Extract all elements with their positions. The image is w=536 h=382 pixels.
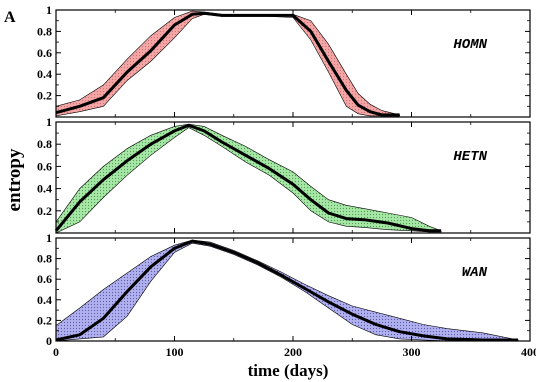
y-tick-label: 0.8 xyxy=(37,252,52,266)
y-tick-label: 0 xyxy=(46,334,52,348)
band-wan xyxy=(55,239,519,342)
y-tick-label: 0.2 xyxy=(37,313,52,327)
panel-homn: 0.2 0.4 0.6 0.8 1 HOMN xyxy=(37,3,531,118)
y-tick-label: 1 xyxy=(46,115,52,129)
series-label-wan: WAN xyxy=(462,265,488,281)
y-tick-label: 0.4 xyxy=(37,182,52,196)
y-tick-label: 0.2 xyxy=(37,204,52,218)
y-tick-label: 0.8 xyxy=(37,137,52,151)
y-tick-label: 0.4 xyxy=(37,67,52,81)
mean-line-hetn xyxy=(54,123,442,233)
x-tick-label: 400 xyxy=(521,345,536,359)
y-tick-label: 0.6 xyxy=(37,272,52,286)
y-tick-label: 0.6 xyxy=(37,46,52,60)
x-axis-label: time (days) xyxy=(248,361,329,380)
series-label-homn: HOMN xyxy=(453,37,487,53)
panel-wan: 0 0.2 0.4 0.6 0.8 1 0 100 200 300 400 WAN xyxy=(37,231,536,359)
band-hetn xyxy=(55,123,442,234)
mean-line-homn xyxy=(55,11,400,117)
y-tick-label: 0.2 xyxy=(37,89,52,103)
y-tick-label: 0.8 xyxy=(37,24,52,38)
x-tick-label: 200 xyxy=(284,345,302,359)
x-tick-label: 100 xyxy=(166,345,184,359)
y-tick-label: 0.6 xyxy=(37,159,52,173)
series-label-hetn: HETN xyxy=(453,149,487,165)
x-tick-label: 300 xyxy=(403,345,421,359)
panels: 0.20.40.60.81HOMN0.20.40.60.81HETN00.20.… xyxy=(37,3,536,359)
y-axis-label: entropy xyxy=(4,148,25,211)
y-tick-label: 1 xyxy=(46,231,52,245)
y-tick-label: 1 xyxy=(46,3,52,17)
x-tick-label: 0 xyxy=(53,345,59,359)
panel-hetn: 0.2 0.4 0.6 0.8 1 HETN xyxy=(37,115,531,234)
panel-letter: A xyxy=(4,9,16,26)
band-homn xyxy=(55,10,400,117)
mean-line-wan xyxy=(55,239,519,342)
y-tick-label: 0.4 xyxy=(37,293,52,307)
